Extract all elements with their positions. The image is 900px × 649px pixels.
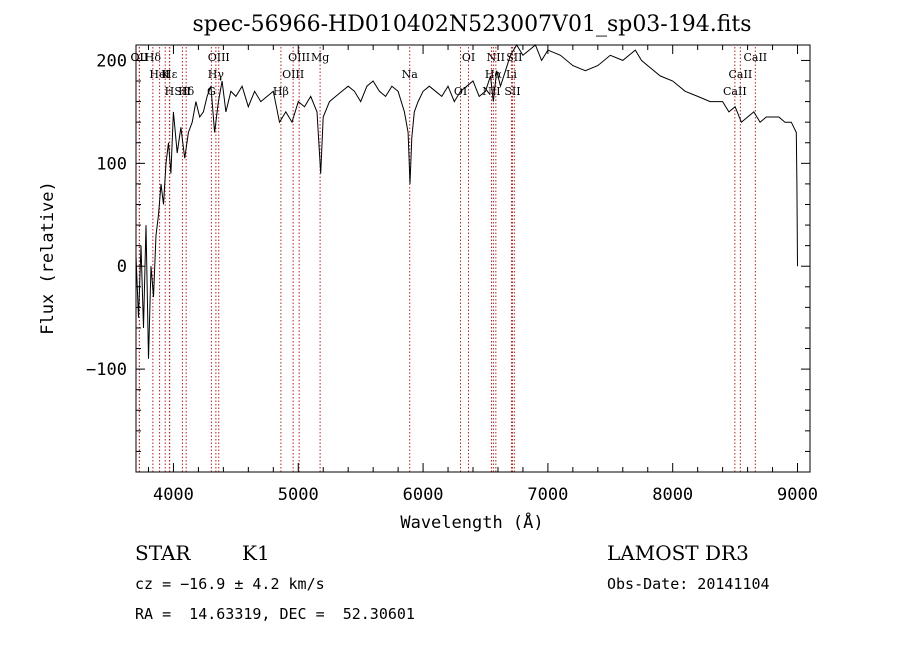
x-tick-label: 6000 <box>403 485 444 505</box>
x-tick-label: 9000 <box>777 485 818 505</box>
redshift-info: cz = −16.9 ± 4.2 km/s <box>135 575 325 593</box>
line-label: Mg <box>311 51 329 64</box>
line-label: Hδ <box>178 85 195 98</box>
line-label: SII <box>506 51 522 64</box>
line-label: OII <box>131 51 149 64</box>
line-label: Hα <box>485 68 503 81</box>
x-axis-label: Wavelength (Å) <box>400 511 543 533</box>
line-label: Li <box>506 68 517 81</box>
line-label: Hδ <box>145 51 162 64</box>
x-tick-label: 7000 <box>527 485 568 505</box>
line-label: K <box>161 68 170 81</box>
coordinates: RA = 14.63319, DEC = 52.30601 <box>135 605 415 623</box>
spectral-line-markers <box>138 47 756 472</box>
object-subclass: K1 <box>242 541 270 565</box>
line-label: CaII <box>743 51 767 64</box>
y-tick-label: 0 <box>117 257 127 277</box>
line-label: CaII <box>723 85 747 98</box>
y-tick-label: −100 <box>86 360 127 380</box>
line-label: NII <box>487 51 505 64</box>
line-label: CaII <box>729 68 753 81</box>
line-label: OI <box>462 51 475 64</box>
line-label: OIII <box>288 51 310 64</box>
chart-title: spec-56966-HD010402N523007V01_sp03-194.f… <box>192 12 751 37</box>
line-label: Hε <box>162 68 178 81</box>
line-label: OIII <box>282 68 304 81</box>
line-label: OIII <box>208 51 230 64</box>
obs-date: Obs-Date: 20141104 <box>607 575 770 593</box>
line-label: SII <box>504 85 520 98</box>
y-axis-label: Flux (relative) <box>38 181 58 335</box>
spectrum-series-line <box>135 44 798 359</box>
object-class: STAR <box>135 541 191 565</box>
x-axis-ticks: 4000 5000 6000 7000 8000 9000 <box>147 45 818 505</box>
y-tick-label: 200 <box>96 51 127 71</box>
survey-name: LAMOST DR3 <box>607 541 749 565</box>
line-label: SII <box>174 85 190 98</box>
line-label: HeI <box>149 68 169 81</box>
y-axis-ticks: −100 0 100 200 <box>86 51 810 452</box>
y-tick-label: 100 <box>96 154 127 174</box>
line-label: H <box>165 85 175 98</box>
spectral-line-labels: HδKHδOIIHeISIIOIIHεHOIIIHγGOIIIOIIIHβMgN… <box>131 51 768 98</box>
x-tick-label: 8000 <box>652 485 693 505</box>
plot-frame <box>135 44 811 473</box>
x-tick-label: 4000 <box>153 485 194 505</box>
line-label: Hβ <box>273 85 289 98</box>
line-label: Na <box>402 68 419 81</box>
x-tick-label: 5000 <box>278 485 319 505</box>
line-label: Hγ <box>208 68 225 81</box>
